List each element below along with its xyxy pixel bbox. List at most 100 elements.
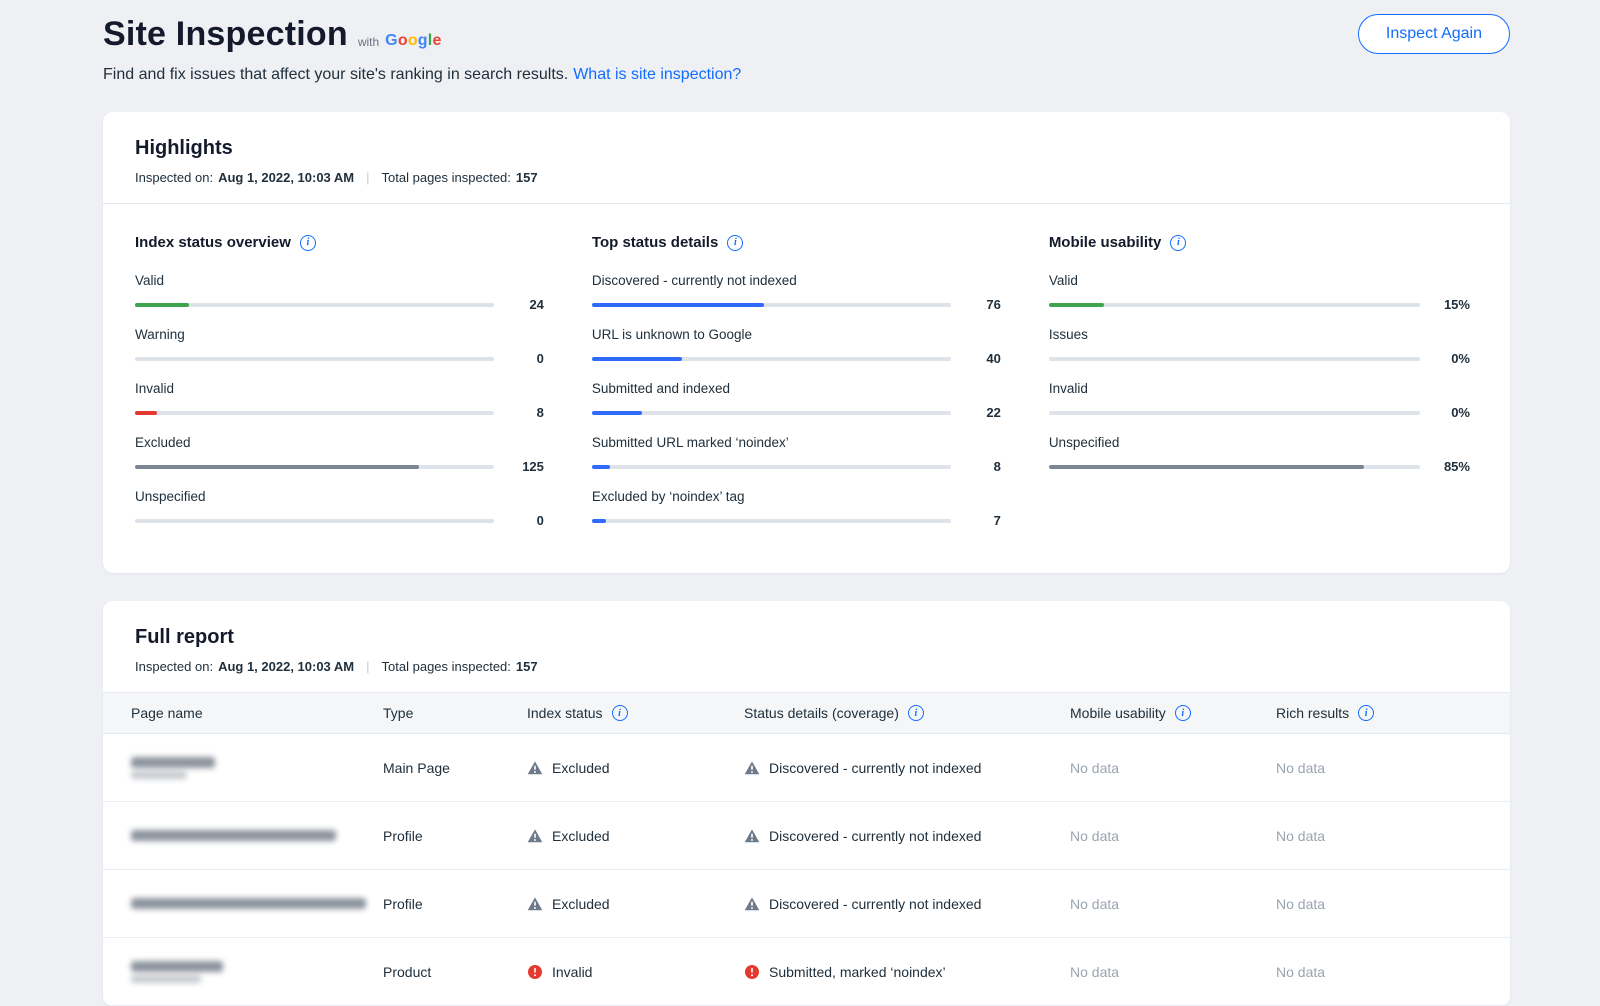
metric-label: Warning bbox=[135, 327, 185, 342]
panel-index-status-overview: Index status overview Valid 24 Warning 0… bbox=[135, 234, 544, 543]
metric-value: 15% bbox=[1443, 297, 1470, 312]
metric-label: Valid bbox=[1048, 273, 1078, 288]
metric-value: 0% bbox=[1451, 351, 1470, 366]
warning-icon bbox=[527, 760, 543, 776]
info-icon[interactable] bbox=[611, 705, 628, 721]
progress-fill bbox=[135, 410, 157, 415]
metric-label: Issues bbox=[1048, 327, 1088, 342]
mobile-usability-cell: No data bbox=[1070, 895, 1120, 912]
what-is-site-inspection-link[interactable]: What is site inspection? bbox=[573, 66, 742, 83]
progress-fill bbox=[591, 518, 607, 523]
col-label: Rich results bbox=[1276, 705, 1350, 721]
progress-track bbox=[1048, 410, 1420, 415]
page-subtitle: Find and fix issues that affect your sit… bbox=[103, 66, 1510, 84]
info-icon[interactable] bbox=[1170, 234, 1187, 251]
progress-track bbox=[591, 302, 951, 307]
total-pages-label: Total pages inspected: bbox=[381, 659, 511, 674]
progress-track bbox=[1048, 464, 1420, 469]
metric-value: 24 bbox=[529, 297, 544, 312]
metric-row: Excluded 125 bbox=[135, 435, 544, 474]
error-icon bbox=[527, 964, 543, 980]
meta-separator: | bbox=[366, 170, 370, 185]
with-label: with bbox=[357, 35, 380, 49]
info-icon[interactable] bbox=[299, 234, 316, 251]
panel-mobile-usability: Mobile usability Valid 15% Issues 0% Inv… bbox=[1048, 234, 1470, 543]
panel-title: Mobile usability bbox=[1048, 234, 1162, 251]
inspect-again-button[interactable]: Inspect Again bbox=[1357, 14, 1510, 54]
highlights-head: Highlights Inspected on: Aug 1, 2022, 10… bbox=[103, 112, 1510, 203]
info-icon[interactable] bbox=[907, 705, 924, 721]
metric-row: Discovered - currently not indexed 76 bbox=[591, 273, 1001, 312]
full-report-title: Full report bbox=[135, 626, 234, 648]
table-row[interactable]: Profile Excluded Discovered - currently … bbox=[103, 802, 1510, 870]
index-status-label: Excluded bbox=[552, 827, 610, 844]
metric-label: Submitted and indexed bbox=[591, 381, 731, 396]
inspection-meta: Inspected on: Aug 1, 2022, 10:03 AM | To… bbox=[135, 170, 1478, 185]
status-details-cell: Discovered - currently not indexed bbox=[744, 828, 1070, 844]
divider bbox=[103, 203, 1510, 204]
status-details-label: Discovered - currently not indexed bbox=[769, 827, 982, 844]
col-label: Mobile usability bbox=[1070, 705, 1166, 721]
metric-row: Unspecified 85% bbox=[1048, 435, 1470, 474]
panel-top-status-details: Top status details Discovered - currentl… bbox=[591, 234, 1001, 543]
progress-fill bbox=[591, 410, 643, 415]
metric-row: Issues 0% bbox=[1048, 327, 1470, 366]
index-status-cell: Excluded bbox=[527, 896, 744, 912]
warning-icon bbox=[744, 896, 760, 912]
metric-value: 0 bbox=[536, 513, 544, 528]
progress-track bbox=[135, 302, 494, 307]
redacted-page-name bbox=[131, 898, 366, 909]
redacted-page-subtitle bbox=[131, 770, 187, 779]
info-icon[interactable] bbox=[1358, 705, 1375, 721]
info-icon[interactable] bbox=[727, 234, 744, 251]
progress-fill bbox=[135, 464, 419, 469]
metric-row: Warning 0 bbox=[135, 327, 544, 366]
index-status-label: Excluded bbox=[552, 895, 610, 912]
report-table: Page name Type Index status Status detai… bbox=[103, 692, 1510, 1006]
page-title: Site Inspection bbox=[103, 14, 348, 53]
col-index-status: Index status bbox=[527, 705, 744, 721]
redacted-page-name bbox=[131, 756, 215, 768]
col-rich-results: Rich results bbox=[1276, 705, 1510, 721]
page-name-cell bbox=[131, 895, 383, 912]
warning-icon bbox=[527, 896, 543, 912]
metric-label: Unspecified bbox=[135, 489, 206, 504]
status-details-label: Discovered - currently not indexed bbox=[769, 895, 982, 912]
progress-track bbox=[135, 464, 494, 469]
metric-row: Submitted and indexed 22 bbox=[591, 381, 1001, 420]
page-name-cell bbox=[131, 827, 383, 844]
total-pages-value: 157 bbox=[515, 659, 538, 674]
inspection-meta: Inspected on: Aug 1, 2022, 10:03 AM | To… bbox=[135, 659, 1478, 674]
metric-value: 0% bbox=[1451, 405, 1470, 420]
google-letter: G bbox=[385, 32, 398, 49]
metric-label: Invalid bbox=[135, 381, 175, 396]
total-pages-label: Total pages inspected: bbox=[381, 170, 511, 185]
table-row[interactable]: Main Page Excluded Discovered - currentl… bbox=[103, 734, 1510, 802]
metric-row: Excluded by ‘noindex’ tag 7 bbox=[591, 489, 1001, 528]
metric-value: 7 bbox=[993, 513, 1001, 528]
col-status-details: Status details (coverage) bbox=[744, 705, 1070, 721]
table-row[interactable]: Product Invalid Submitted, marked ‘noind… bbox=[103, 938, 1510, 1006]
google-letter: o bbox=[397, 32, 408, 49]
metric-row: Valid 24 bbox=[135, 273, 544, 312]
inspected-on-value: Aug 1, 2022, 10:03 AM bbox=[218, 170, 355, 185]
google-letter: e bbox=[432, 32, 442, 49]
metric-row: Unspecified 0 bbox=[135, 489, 544, 528]
metric-row: URL is unknown to Google 40 bbox=[591, 327, 1001, 366]
google-letter: g bbox=[417, 32, 428, 49]
progress-track bbox=[591, 410, 951, 415]
info-icon[interactable] bbox=[1174, 705, 1191, 721]
metric-row: Valid 15% bbox=[1048, 273, 1470, 312]
index-status-cell: Invalid bbox=[527, 964, 744, 980]
google-letter: l bbox=[427, 32, 433, 49]
meta-separator: | bbox=[366, 659, 370, 674]
progress-fill bbox=[1048, 464, 1365, 469]
progress-fill bbox=[135, 302, 189, 307]
google-logo: Google bbox=[385, 32, 441, 50]
index-status-label: Invalid bbox=[552, 963, 593, 980]
table-row[interactable]: Profile Excluded Discovered - currently … bbox=[103, 870, 1510, 938]
type-cell: Profile bbox=[383, 827, 423, 844]
metric-row: Invalid 8 bbox=[135, 381, 544, 420]
rich-results-cell: No data bbox=[1276, 827, 1326, 844]
total-pages-value: 157 bbox=[515, 170, 538, 185]
